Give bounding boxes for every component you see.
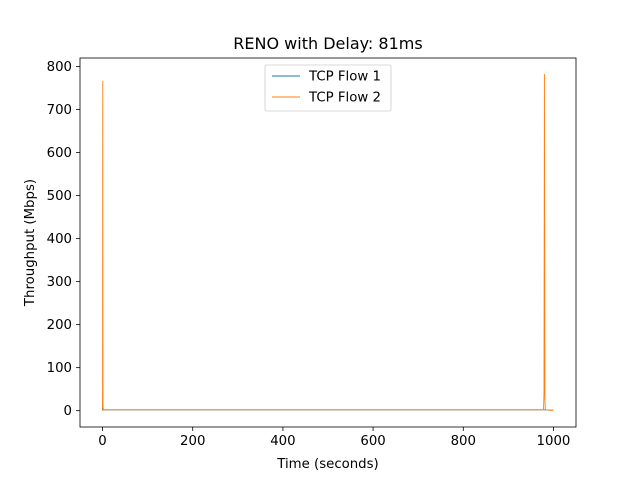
- series-line-flow-2: [102, 73, 554, 411]
- x-axis: 0 200 400 600 800 1000: [98, 427, 570, 449]
- series-lines: [102, 73, 554, 411]
- y-tick-label: 300: [47, 275, 72, 290]
- y-tick-label: 200: [47, 318, 72, 333]
- y-tick-label: 800: [47, 60, 72, 75]
- legend-box: [264, 64, 392, 112]
- x-tick-label: 400: [270, 434, 295, 449]
- y-tick-label: 700: [47, 103, 72, 118]
- y-tick-label: 100: [47, 361, 72, 376]
- x-tick-label: 800: [451, 434, 476, 449]
- x-tick-label: 200: [180, 434, 205, 449]
- y-tick-label: 0: [64, 404, 72, 419]
- y-tick-label: 600: [47, 146, 72, 161]
- y-tick-label: 400: [47, 232, 72, 247]
- y-axis-label: Throughput (Mbps): [23, 179, 38, 307]
- x-tick-label: 0: [98, 434, 106, 449]
- x-tick-label: 1000: [537, 434, 571, 449]
- x-axis-label: Time (seconds): [276, 457, 379, 472]
- plot-area-frame: [79, 57, 577, 428]
- legend: TCP Flow 1 TCP Flow 2: [264, 64, 392, 112]
- x-tick-label: 600: [360, 434, 385, 449]
- chart-title: RENO with Delay: 81ms: [233, 34, 422, 53]
- y-tick-label: 500: [47, 189, 72, 204]
- y-axis: 0 100 200 300 400 500 600 700 800: [47, 60, 80, 419]
- legend-label-flow-2: TCP Flow 2: [308, 91, 381, 106]
- legend-label-flow-1: TCP Flow 1: [308, 70, 381, 85]
